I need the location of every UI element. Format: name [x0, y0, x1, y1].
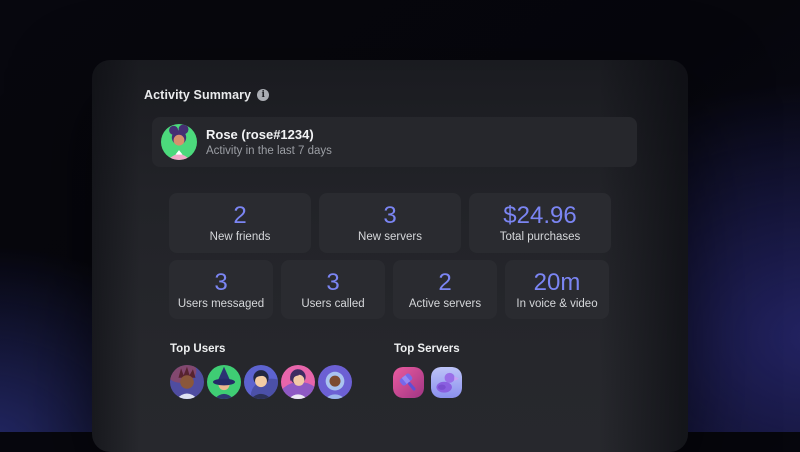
top-users-label: Top Users — [170, 343, 226, 355]
stats-row-1: 2 New friends 3 New servers $24.96 Total… — [169, 193, 613, 253]
profile-name: Rose (rose#1234) — [206, 127, 314, 142]
info-icon[interactable]: i — [257, 89, 270, 101]
stat-new-friends: 2 New friends — [169, 193, 311, 253]
stats-row-2: 3 Users messaged 3 Users called 2 Active… — [169, 260, 613, 319]
stat-voice-video: 20m In voice & video — [505, 260, 609, 319]
card-title: Activity Summary i — [144, 87, 270, 103]
card-title-text: Activity Summary — [144, 88, 252, 102]
gavel-server-icon[interactable] — [393, 367, 424, 398]
stat-value: 20m — [533, 268, 581, 296]
stat-label: In voice & video — [516, 297, 598, 310]
stat-label: Total purchases — [499, 231, 581, 243]
rose-avatar-illustration — [161, 124, 197, 160]
stat-value: 3 — [383, 202, 397, 229]
profile-subtitle: Activity in the last 7 days — [206, 145, 332, 157]
stat-label: Active servers — [408, 297, 482, 310]
stat-label: Users called — [301, 297, 365, 310]
user-dark-hair-avatar[interactable] — [244, 365, 278, 399]
stat-active-servers: 2 Active servers — [393, 260, 497, 319]
user-spiky-hair-avatar[interactable] — [170, 365, 204, 399]
stat-value: 3 — [326, 268, 340, 296]
user-witch-hat-avatar[interactable] — [207, 365, 241, 399]
stat-label: Users messaged — [177, 297, 265, 310]
stat-users-messaged: 3 Users messaged — [169, 260, 273, 319]
user-blue-hood-avatar[interactable] — [318, 365, 352, 399]
stat-new-servers: 3 New servers — [319, 193, 461, 253]
stats-grid: 2 New friends 3 New servers $24.96 Total… — [169, 193, 613, 319]
rose-avatar[interactable] — [161, 124, 197, 160]
stat-value: 2 — [438, 268, 452, 296]
stat-total-purchases: $24.96 Total purchases — [469, 193, 611, 253]
stat-label: New friends — [209, 231, 271, 243]
stat-label: New servers — [358, 231, 422, 243]
stat-value: 3 — [214, 268, 228, 296]
user-pink-avatar[interactable] — [281, 365, 315, 399]
stat-value: 2 — [233, 202, 247, 229]
top-users-avatars — [170, 365, 352, 399]
stat-value: $24.96 — [503, 202, 577, 229]
stat-users-called: 3 Users called — [281, 260, 385, 319]
profile-banner: Rose (rose#1234) Activity in the last 7 … — [152, 117, 637, 167]
top-servers-icons — [393, 367, 462, 398]
top-servers-label: Top Servers — [394, 343, 460, 355]
duck-server-icon[interactable] — [431, 367, 462, 398]
activity-summary-card: Activity Summary i Rose (rose#1234) Acti… — [92, 60, 688, 452]
profile-text: Rose (rose#1234) Activity in the last 7 … — [206, 127, 332, 157]
